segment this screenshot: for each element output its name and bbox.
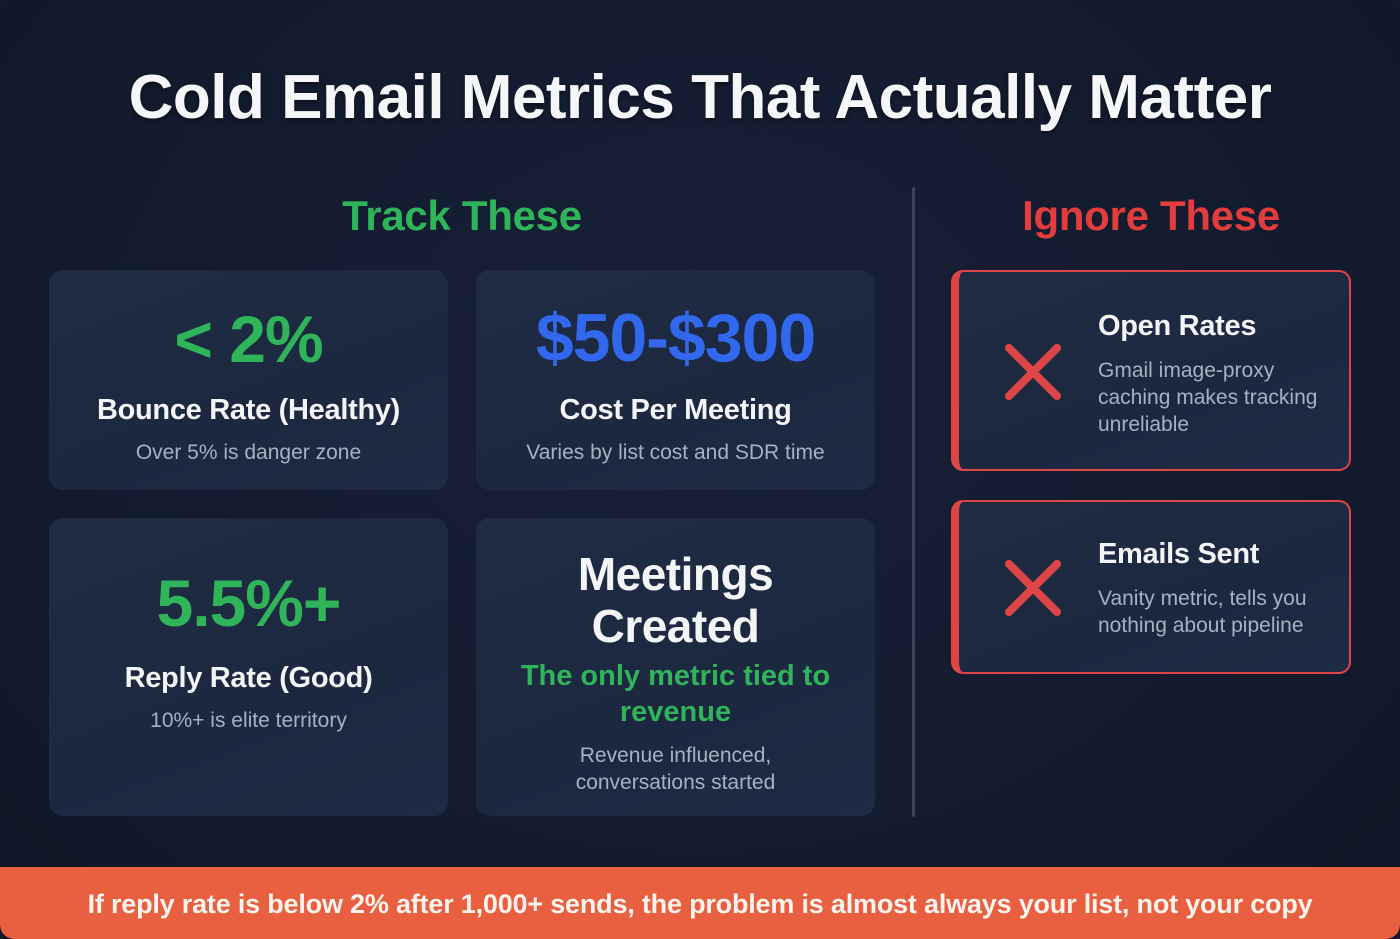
- metric-value: 5.5%+: [156, 566, 342, 640]
- metric-card-bounce-rate: < 2% Bounce Rate (Healthy) Over 5% is da…: [49, 270, 448, 490]
- ignore-text: Open Rates Gmail image-proxy caching mak…: [1098, 310, 1335, 438]
- metric-label: Meetings Created: [476, 548, 875, 652]
- metric-note: Varies by list cost and SDR time: [526, 441, 825, 464]
- metric-value: $50-$300: [535, 300, 816, 376]
- metric-card-reply-rate: 5.5%+ Reply Rate (Good) 10%+ is elite te…: [49, 518, 448, 816]
- ignore-these-heading: Ignore These: [1022, 192, 1280, 239]
- x-mark-icon: [1005, 560, 1061, 616]
- metric-label: Reply Rate (Good): [124, 662, 373, 694]
- column-divider: [912, 187, 915, 817]
- page-title: Cold Email Metrics That Actually Matter: [128, 63, 1272, 132]
- track-these-heading: Track These: [342, 192, 582, 239]
- ignore-description: Vanity metric, tells you nothing about p…: [1098, 587, 1307, 637]
- metric-label-line1: Meetings: [577, 548, 774, 600]
- ignore-text: Emails Sent Vanity metric, tells you not…: [1098, 538, 1335, 639]
- ignore-card-open-rates: Open Rates Gmail image-proxy caching mak…: [951, 270, 1351, 471]
- footer-banner: If reply rate is below 2% after 1,000+ s…: [0, 867, 1400, 939]
- metric-highlight: The only metric tied to revenue: [520, 660, 831, 728]
- metric-value: < 2%: [174, 302, 323, 376]
- ignore-title: Emails Sent: [1098, 538, 1260, 570]
- ignore-description: Gmail image-proxy caching makes tracking…: [1098, 359, 1318, 436]
- metric-note: Over 5% is danger zone: [135, 441, 362, 464]
- metric-label: Cost Per Meeting: [559, 394, 792, 426]
- metric-card-meetings-created: Meetings Created The only metric tied to…: [476, 518, 875, 816]
- metric-label-line2: Created: [591, 600, 760, 652]
- x-mark-icon: [1005, 344, 1061, 400]
- metric-label: Bounce Rate (Healthy): [96, 394, 401, 426]
- ignore-title: Open Rates: [1098, 310, 1257, 342]
- metric-card-cost-per-meeting: $50-$300 Cost Per Meeting Varies by list…: [476, 270, 875, 490]
- metric-note: Revenue influenced, conversations starte…: [575, 744, 776, 794]
- metric-note: 10%+ is elite territory: [150, 709, 347, 732]
- ignore-card-emails-sent: Emails Sent Vanity metric, tells you not…: [951, 500, 1351, 674]
